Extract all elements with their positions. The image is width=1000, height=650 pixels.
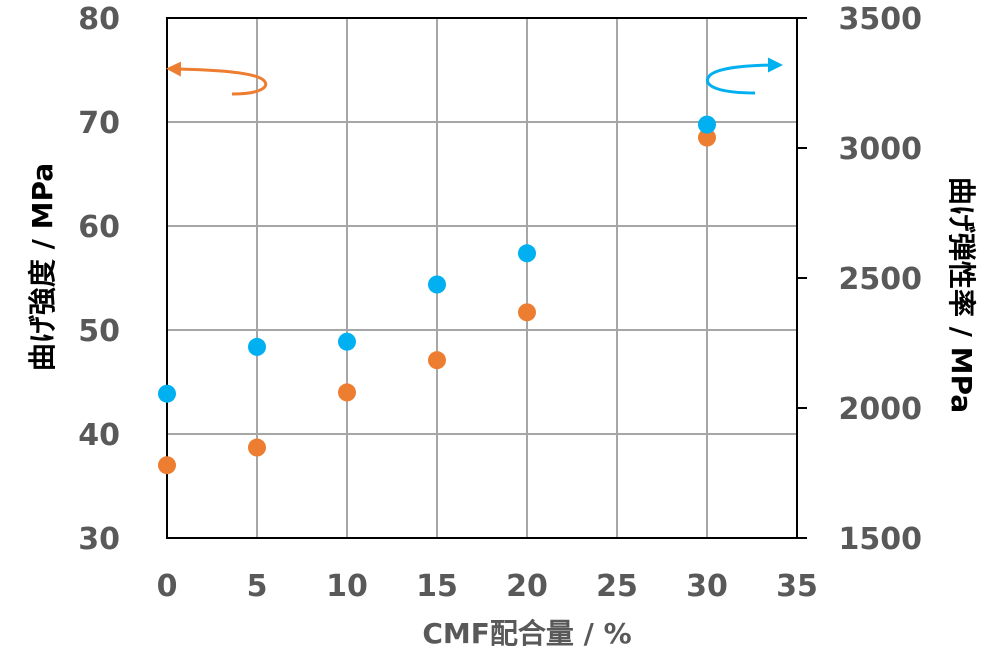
left-tick-label: 50 xyxy=(78,314,120,349)
left-tick-label: 60 xyxy=(78,210,120,245)
right-tick-label: 3000 xyxy=(839,132,923,167)
left-tick-label: 80 xyxy=(78,2,120,37)
x-tick-label: 30 xyxy=(686,569,728,604)
left-axis-data-point xyxy=(698,128,716,147)
x-tick-label: 0 xyxy=(157,569,178,604)
right-tick-label: 3500 xyxy=(839,2,923,37)
right-axis-indicator-arrow xyxy=(706,57,783,95)
left-tick-label: 40 xyxy=(78,418,120,453)
plot-area-border xyxy=(166,17,798,539)
left-axis-indicator-arrow xyxy=(166,61,268,96)
right-axis-data-point xyxy=(518,244,536,263)
left-axis-data-point xyxy=(158,456,176,475)
right-axis-data-point xyxy=(428,275,446,294)
right-axis-data-point xyxy=(248,337,266,356)
x-tick-label: 25 xyxy=(596,569,638,604)
left-axis-data-point xyxy=(248,438,266,457)
x-tick-label: 15 xyxy=(416,569,458,604)
left-tick-label: 30 xyxy=(78,522,120,557)
left-axis-data-point xyxy=(518,303,536,322)
right-tick-label: 2000 xyxy=(839,392,923,427)
left-axis-title: 曲げ強度 / MPa xyxy=(26,163,59,371)
x-tick-label: 5 xyxy=(247,569,268,604)
left-tick-label: 70 xyxy=(78,106,120,141)
x-axis-tick-labels: 0 5 10 15 20 25 30 35 xyxy=(157,569,818,604)
right-axis-data-point xyxy=(338,332,356,351)
x-axis-title: CMF配合量 / % xyxy=(422,617,631,650)
right-axis-tick-marks xyxy=(797,17,807,539)
right-axis-data-point xyxy=(698,115,716,134)
right-axis-tick-labels: 1500 2000 2500 3000 3500 xyxy=(839,2,923,557)
right-axis-data-point xyxy=(158,384,176,403)
gridlines xyxy=(166,17,798,539)
x-tick-label: 20 xyxy=(506,569,548,604)
right-tick-label: 2500 xyxy=(839,262,923,297)
left-axis-data-point xyxy=(428,351,446,370)
left-axis-data-point xyxy=(338,383,356,402)
data-points xyxy=(158,115,716,475)
left-axis-tick-labels: 30 40 50 60 70 80 xyxy=(78,2,120,557)
right-axis-title: 曲げ弾性率 / MPa xyxy=(945,177,978,413)
x-tick-label: 35 xyxy=(776,569,818,604)
x-tick-label: 10 xyxy=(326,569,368,604)
right-tick-label: 1500 xyxy=(839,522,923,557)
